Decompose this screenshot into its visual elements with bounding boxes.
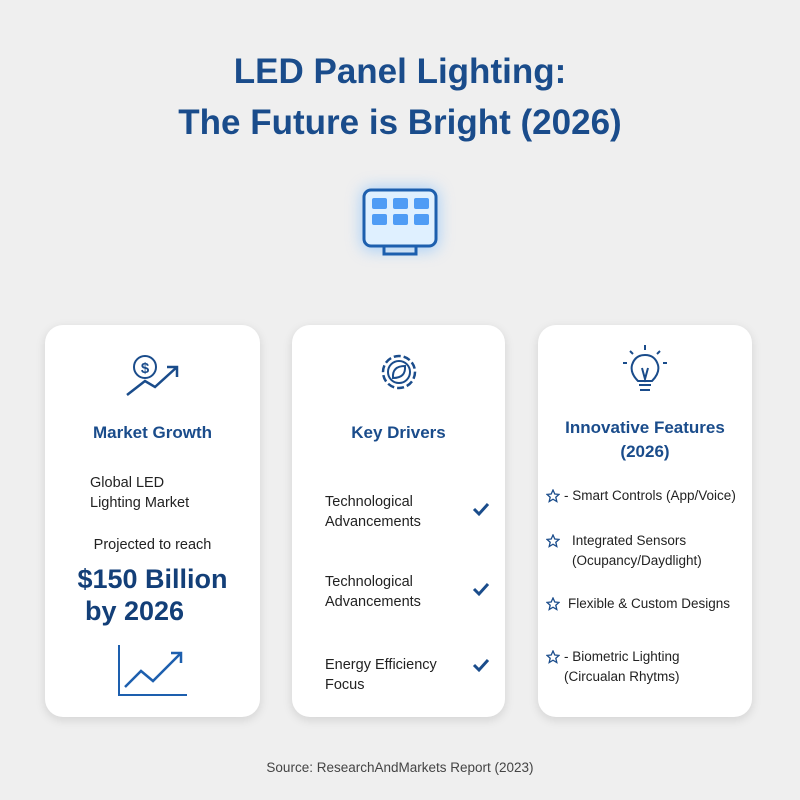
card: $ Market Growth Global LED Lighting Mark… — [45, 325, 260, 717]
star-icon — [546, 650, 560, 664]
card-text: Global LED — [90, 475, 165, 491]
card: Innovative Features (2026) - Smart Contr… — [538, 325, 752, 717]
star-icon — [546, 489, 560, 503]
growth-icon: $ — [126, 355, 179, 396]
check-icon — [472, 502, 490, 517]
check-icon — [472, 582, 490, 597]
source: Source: ResearchAndMarkets Report (2023) — [266, 760, 534, 775]
card: Key Drivers Technological Advancements T… — [292, 325, 505, 717]
list-item: Technological Advancements — [325, 574, 421, 610]
star-icon — [546, 534, 560, 548]
gear-icon — [381, 354, 417, 390]
title-line: The Future is Bright (2026) — [178, 103, 622, 142]
check-icon — [472, 658, 490, 673]
list-item: - Smart Controls (App/Voice) — [564, 488, 736, 503]
card-heading: Market Growth — [92, 423, 213, 442]
highlight: $150 Billion — [77, 564, 228, 594]
list-item: Integrated Sensors (Ocupancy/Daydlight) — [572, 533, 702, 568]
card-text: Lighting Market — [90, 495, 190, 511]
card-heading: Innovative Features (2026) — [565, 418, 725, 461]
led-panel-icon — [362, 188, 438, 256]
highlight: by 2026 — [84, 596, 185, 626]
svg-text:$: $ — [141, 360, 150, 377]
card-heading: Key Drivers — [351, 423, 446, 442]
list-item: Technological Advancements — [325, 494, 421, 530]
list-item: - Biometric Lighting (Circualan Rhytms) — [564, 649, 680, 684]
list-item: Energy Efficiency Focus — [325, 657, 437, 693]
title-line: LED Panel Lighting: — [233, 52, 567, 91]
bulb-icon — [623, 345, 667, 391]
list-item: Flexible & Custom Designs — [568, 596, 731, 611]
star-icon — [546, 597, 560, 611]
card-text: Projected to reach — [93, 537, 212, 553]
chart-icon — [118, 645, 187, 696]
